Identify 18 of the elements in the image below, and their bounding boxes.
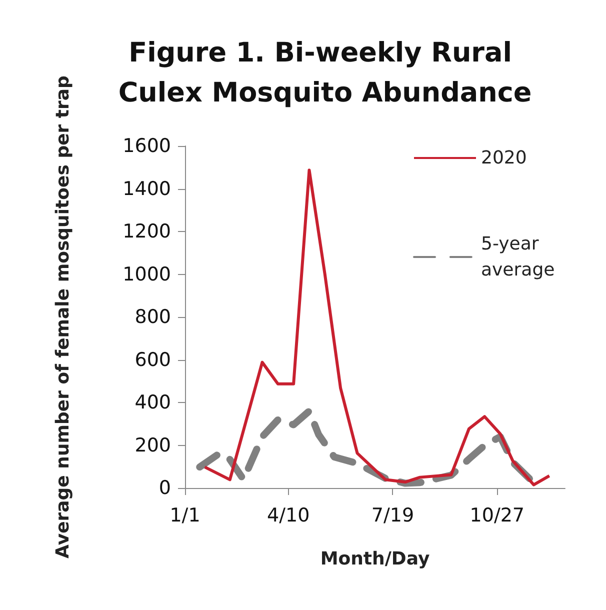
x-tick-label: 7/19 [371,504,414,526]
y-tick-label: 400 [134,392,171,414]
y-tick-label: 1200 [122,220,171,242]
y-tick-label: 600 [134,348,171,371]
x-axis-title: Month/Day [320,548,430,570]
legend-label: 5-year average [481,234,555,280]
legend-label: 2020 [481,148,527,168]
y-tick-label: 0 [158,477,171,499]
y-tick-label: 1400 [122,178,171,200]
y-axis-title: Average number of female mosquitoes per trap [52,75,74,558]
y-tick-label: 1600 [122,135,171,157]
y-tick-label: 800 [134,306,171,328]
x-tick-label: 1/1 [170,504,200,526]
x-tick-label: 4/10 [267,504,310,526]
y-tick-label: 1000 [122,263,171,286]
chart-title: Figure 1. Bi-weekly Rural Culex Mosquito Abundance [118,38,532,108]
y-tick-label: 200 [134,434,171,456]
x-tick-label: 10/27 [470,504,525,526]
